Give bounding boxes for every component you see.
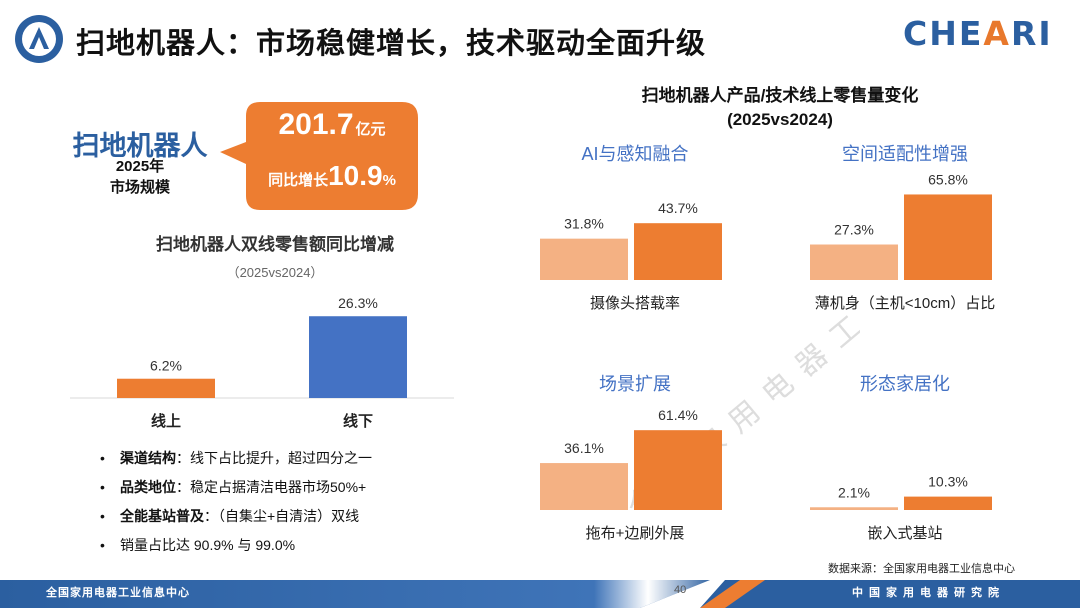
bar-label: 36.1% (564, 440, 604, 456)
brand-logo: CHEARI (903, 14, 1053, 53)
mini-chart-title: 空间适配性增强 (842, 144, 968, 164)
left-chart-title: 扫地机器人双线零售额同比增减 (156, 235, 394, 254)
mini-chart: AI与感知融合 31.8% 43.7% 摄像头搭载率 (540, 144, 722, 312)
bullet-item: 品类地位：稳定占据清洁电器市场50%+ (96, 473, 456, 502)
bullet-item: 渠道结构：线下占比提升，超过四分之一 (96, 444, 456, 473)
key-points: 渠道结构：线下占比提升，超过四分之一 品类地位：稳定占据清洁电器市场50%+ 全… (96, 444, 456, 560)
mini-chart-title: 形态家居化 (860, 374, 950, 394)
mini-chart-xlabel: 嵌入式基站 (867, 525, 942, 542)
bar-label: 43.7% (658, 200, 698, 216)
category-name: 扫地机器人 (72, 131, 208, 161)
bar-2024 (540, 463, 628, 510)
data-source: 数据来源：全国家用电器工业信息中心 (828, 563, 1015, 575)
mini-chart-xlabel: 拖布+边刷外展 (586, 525, 685, 542)
mini-chart-xlabel: 摄像头搭载率 (590, 295, 680, 312)
bar-线下 (309, 316, 407, 398)
growth-value: 同比增长10.9% (268, 160, 396, 191)
bar-label: 26.3% (338, 295, 378, 311)
bar-label: 31.8% (564, 216, 604, 232)
left-chart-subtitle: （2025vs2024） (226, 265, 324, 280)
page-number: 40 (674, 584, 687, 596)
bar-线上 (117, 378, 215, 398)
footer-org: 全国家用电器工业信息中心 (46, 586, 190, 599)
category-label: 线下 (343, 412, 373, 430)
mini-chart-xlabel: 薄机身（主机<10cm）占比 (815, 295, 995, 312)
bar-label: 61.4% (658, 407, 698, 423)
feature-charts: AI与感知融合 31.8% 43.7% 摄像头搭载率 空间适配性增强 27.3% 65.8%… (540, 144, 995, 542)
category-label: 线上 (151, 412, 181, 430)
mini-chart: 空间适配性增强 27.3% 65.8% 薄机身（主机<10cm）占比 (810, 144, 995, 312)
mini-chart: 场景扩展 36.1% 61.4% 拖布+边刷外展 (540, 374, 722, 542)
bar-2025 (904, 194, 992, 280)
channel-growth-chart: 6.2% 线上 26.3% 线下 (60, 280, 456, 440)
bullet-item: 全能基站普及：（自集尘+自清洁）双线 (96, 502, 456, 531)
bar-2024 (810, 244, 898, 280)
bar-2025 (904, 496, 992, 510)
page-title: 扫地机器人：市场稳健增长，技术驱动全面升级 (76, 28, 707, 60)
footer-accent (640, 580, 1080, 608)
bar-2024 (810, 507, 898, 510)
bar-label: 2.1% (838, 484, 870, 500)
institute-logo (15, 15, 63, 63)
bar-label: 27.3% (834, 222, 874, 238)
bar-2024 (540, 238, 628, 280)
year-label: 2025年 市场规模 (109, 158, 170, 196)
mini-chart-title: 场景扩展 (599, 374, 671, 394)
market-value: 201.7 亿元 (278, 108, 386, 141)
bullet-continuation: 销量占比达 90.9% 与 99.0% (96, 531, 456, 560)
market-size-callout (220, 102, 418, 210)
bar-label: 6.2% (150, 358, 182, 374)
bar-2025 (634, 223, 722, 280)
mini-chart-title: AI与感知融合 (581, 144, 688, 164)
footer-institute: 中国家用电器研究院 (852, 586, 1005, 599)
right-chart-title: 扫地机器人产品/技术线上零售量变化 (2025vs2024) (641, 86, 919, 129)
bar-2025 (634, 430, 722, 510)
bar-label: 10.3% (928, 474, 968, 490)
bar-label: 65.8% (928, 171, 968, 187)
mini-chart: 形态家居化 2.1% 10.3% 嵌入式基站 (810, 374, 992, 542)
